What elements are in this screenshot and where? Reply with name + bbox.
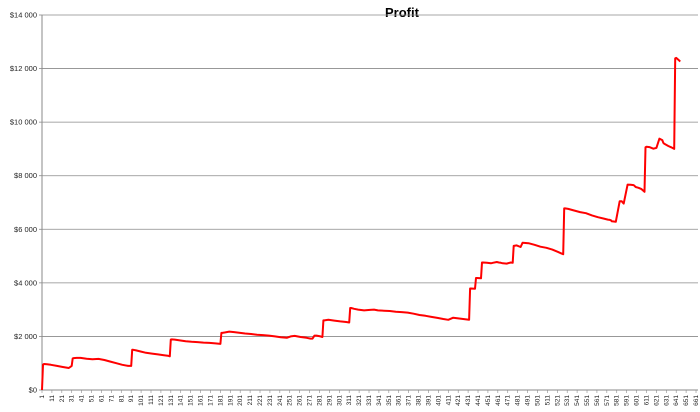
y-tick-label: $12 000 [10,64,37,73]
x-tick-label: 201 [237,395,244,406]
x-tick-label: 21 [59,395,66,403]
x-tick-label: 11 [49,395,56,402]
y-axis-ticks: $0 $2 000 $4 000 $6 000 $8 000 $10 000 $12 000… [10,11,37,395]
x-tick-label: 141 [178,395,185,406]
x-axis-ticks: 1 11 21 31 41 51 61 71 81 91 101 111 121 131 141 151 161… [39,395,700,406]
x-tick-label: 391 [425,395,432,406]
x-tick-label: 31 [69,395,76,403]
x-tick-label: 621 [653,395,660,406]
x-tick-label: 531 [564,395,571,406]
x-tick-label: 101 [138,395,145,406]
x-tick-label: 441 [475,395,482,406]
x-tick-label: 311 [346,395,353,406]
x-tick-label: 591 [624,395,631,406]
axes [39,14,698,393]
x-tick-label: 231 [267,395,274,406]
y-tick-label: $10 000 [10,118,37,127]
x-tick-label: 91 [128,395,135,403]
x-tick-label: 261 [297,395,304,406]
x-tick-label: 1 [39,395,46,399]
x-tick-label: 181 [217,395,224,406]
x-tick-label: 51 [89,395,96,403]
gridlines [42,14,698,337]
series-layer [41,56,681,391]
x-tick-label: 351 [386,395,393,406]
x-tick-label: 511 [544,395,551,406]
x-tick-label: 221 [257,395,264,406]
x-tick-label: 251 [287,395,294,406]
x-tick-label: 401 [435,395,442,406]
x-tick-label: 521 [554,395,561,406]
x-tick-label: 481 [515,395,522,406]
x-tick-label: 431 [465,395,472,406]
x-tick-label: 651 [683,395,690,406]
y-tick-label: $8 000 [14,171,37,180]
y-tick-label: $6 000 [14,225,37,234]
x-tick-label: 151 [188,395,195,406]
x-tick-label: 471 [505,395,512,406]
x-tick-label: 421 [455,395,462,406]
x-tick-label: 491 [525,395,532,406]
x-tick-label: 611 [643,395,650,406]
x-tick-label: 301 [336,395,343,406]
x-tick-label: 41 [79,395,86,403]
x-tick-label: 341 [376,395,383,406]
x-tick-label: 61 [98,395,105,403]
x-tick-label: 451 [485,395,492,406]
chart-title: Profit [385,5,420,20]
x-tick-label: 131 [168,395,175,406]
x-tick-label: 241 [277,395,284,406]
x-tick-label: 411 [445,395,452,406]
y-tick-label: $2 000 [14,332,37,341]
profit-series-line [41,56,681,391]
x-tick-label: 551 [584,395,591,406]
x-tick-label: 561 [594,395,601,406]
x-tick-label: 71 [108,395,115,403]
x-tick-label: 161 [198,395,205,406]
x-tick-label: 171 [207,395,214,406]
x-tick-label: 461 [495,395,502,406]
x-tick-label: 601 [634,395,641,406]
x-tick-label: 111 [148,395,155,405]
x-tick-label: 291 [326,395,333,406]
x-tick-label: 661 [693,395,700,406]
x-tick-label: 121 [158,395,165,406]
x-tick-label: 631 [663,395,670,406]
x-tick-label: 191 [227,395,234,406]
x-tick-label: 321 [356,395,363,406]
y-tick-label: $0 [29,386,37,395]
y-tick-label: $4 000 [14,278,37,287]
x-tick-label: 361 [396,395,403,406]
x-tick-label: 81 [118,395,125,403]
y-tick-label: $14 000 [10,11,37,20]
x-tick-label: 211 [247,395,254,406]
x-tick-label: 541 [574,395,581,406]
x-tick-label: 581 [614,395,621,406]
x-tick-label: 281 [316,395,323,406]
x-tick-label: 641 [673,395,680,406]
x-tick-label: 271 [307,395,314,406]
x-tick-label: 371 [406,395,413,406]
x-tick-label: 381 [416,395,423,406]
x-tick-label: 501 [534,395,541,406]
x-tick-label: 571 [604,395,611,406]
x-tick-label: 331 [366,395,373,406]
